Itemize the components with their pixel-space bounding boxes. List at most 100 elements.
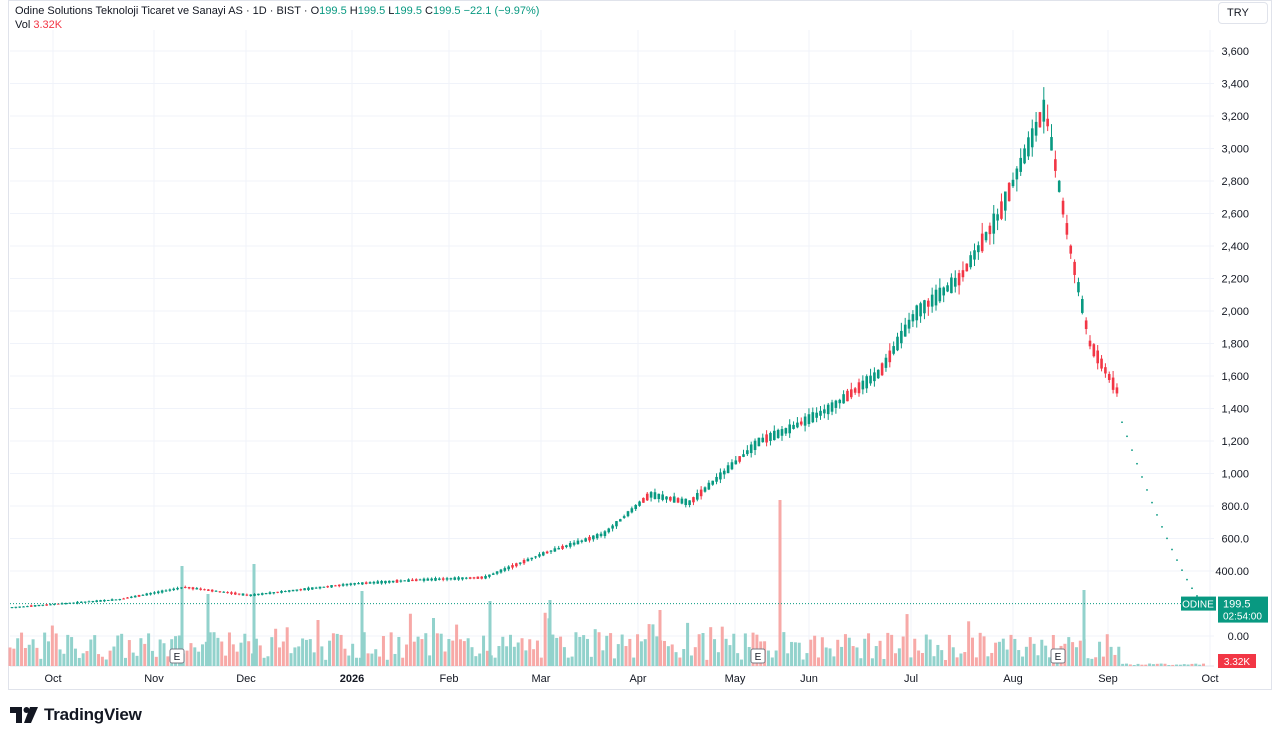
candle-body bbox=[1030, 128, 1034, 148]
candle-body bbox=[522, 560, 526, 564]
currency-selector[interactable]: TRY bbox=[1218, 2, 1268, 24]
volume-bar bbox=[543, 612, 547, 666]
candle-body bbox=[368, 582, 372, 584]
volume-bar bbox=[1048, 657, 1051, 666]
candle-body bbox=[95, 600, 98, 602]
candle-body bbox=[407, 579, 410, 582]
candle-body bbox=[992, 213, 996, 234]
volume-bar bbox=[47, 641, 50, 666]
candle-body bbox=[1015, 168, 1019, 180]
candle-body bbox=[696, 493, 699, 500]
candle-body bbox=[441, 578, 445, 580]
volume-bar bbox=[258, 645, 262, 666]
x-axis: Oct Nov Dec 2026 Feb Mar Apr May Jun Jul Aug Sep Oct bbox=[44, 673, 1218, 685]
candle-body bbox=[807, 414, 811, 425]
candle-body bbox=[218, 591, 222, 593]
volume-bar bbox=[150, 650, 154, 666]
candle-body bbox=[33, 605, 37, 607]
candle-body bbox=[153, 592, 156, 594]
candle-body bbox=[953, 277, 957, 287]
volume-bar bbox=[978, 632, 982, 666]
candle-body bbox=[137, 594, 141, 597]
y-tick-label: 3,000 bbox=[1221, 144, 1249, 156]
volume-bar bbox=[990, 652, 994, 666]
earnings-marker[interactable]: E bbox=[1050, 648, 1066, 664]
candle-body bbox=[345, 583, 349, 586]
volume-bar bbox=[1105, 634, 1109, 666]
candle-body bbox=[784, 428, 788, 434]
earnings-marker[interactable]: E bbox=[169, 648, 185, 664]
candle-body bbox=[603, 531, 607, 537]
volume-badge-value: 3.32K bbox=[1224, 657, 1250, 668]
volume-bar bbox=[986, 656, 990, 666]
y-tick-label: 1,200 bbox=[1221, 436, 1249, 448]
candle-body bbox=[461, 577, 464, 580]
candle-body bbox=[1046, 118, 1049, 127]
volume-bar bbox=[462, 641, 466, 666]
volume-bar bbox=[559, 636, 563, 666]
volume-bar bbox=[289, 653, 293, 666]
interval[interactable]: 1D bbox=[252, 5, 267, 17]
candle-body bbox=[545, 551, 549, 554]
candle-body bbox=[896, 336, 899, 351]
candle-body bbox=[927, 300, 930, 307]
volume-bar bbox=[578, 636, 582, 666]
volume-bar bbox=[43, 632, 47, 666]
volume-bar bbox=[1040, 639, 1044, 666]
candle-body bbox=[364, 582, 368, 584]
tradingview-logo[interactable]: TradingView bbox=[10, 705, 142, 725]
candle-body bbox=[719, 472, 722, 480]
candle-body bbox=[241, 593, 245, 596]
volume-bar bbox=[624, 646, 628, 666]
candle-body bbox=[1104, 367, 1107, 374]
candle-body bbox=[1054, 159, 1057, 171]
volume-spike bbox=[488, 601, 492, 666]
candle-body bbox=[1000, 201, 1003, 219]
volume-bar bbox=[1151, 664, 1155, 666]
volume-bar bbox=[636, 634, 640, 666]
volume-bar bbox=[936, 644, 940, 666]
volume-bar bbox=[58, 649, 62, 666]
volume-bar bbox=[285, 627, 289, 666]
volume-bar bbox=[874, 646, 878, 666]
volume-bar bbox=[81, 653, 85, 666]
vol-label: Vol bbox=[15, 19, 31, 31]
candle-body bbox=[1077, 282, 1080, 293]
x-tick-label: Aug bbox=[1003, 673, 1023, 685]
candle-body bbox=[426, 578, 430, 581]
earnings-marker[interactable]: E bbox=[750, 648, 766, 664]
volume-bar bbox=[593, 629, 597, 666]
volume-bar bbox=[836, 639, 840, 666]
volume-bar bbox=[1094, 657, 1098, 666]
symbol-name[interactable]: Odine Solutions Teknoloji Ticaret ve San… bbox=[15, 5, 243, 17]
candle-body bbox=[203, 589, 206, 591]
candle-body bbox=[722, 470, 726, 475]
candle-body bbox=[106, 599, 110, 601]
volume-bar bbox=[782, 632, 786, 666]
volume-bar bbox=[104, 659, 108, 666]
volume-spike bbox=[658, 610, 662, 666]
candle-body bbox=[45, 604, 48, 606]
volume-bar bbox=[189, 643, 193, 666]
candle-body bbox=[22, 606, 25, 608]
volume-bar bbox=[686, 622, 690, 666]
volume-bar bbox=[982, 636, 986, 666]
candle-body bbox=[253, 593, 256, 596]
candle-body bbox=[507, 566, 510, 570]
candle-body bbox=[715, 476, 718, 482]
y-tick-label: 2,400 bbox=[1221, 241, 1249, 253]
candle-body bbox=[773, 430, 776, 441]
candle-body bbox=[287, 590, 291, 592]
volume-bar bbox=[1163, 663, 1167, 666]
chart-frame bbox=[8, 0, 1272, 690]
tail-tick bbox=[1136, 462, 1138, 465]
volume-bar bbox=[882, 658, 886, 666]
tail-tick bbox=[1126, 435, 1128, 438]
candle-body bbox=[187, 587, 191, 589]
volume-bar bbox=[728, 645, 732, 666]
volume-bar bbox=[628, 638, 632, 666]
candle-body bbox=[1092, 344, 1096, 357]
candle-body bbox=[384, 580, 387, 584]
candle-body bbox=[619, 519, 622, 522]
